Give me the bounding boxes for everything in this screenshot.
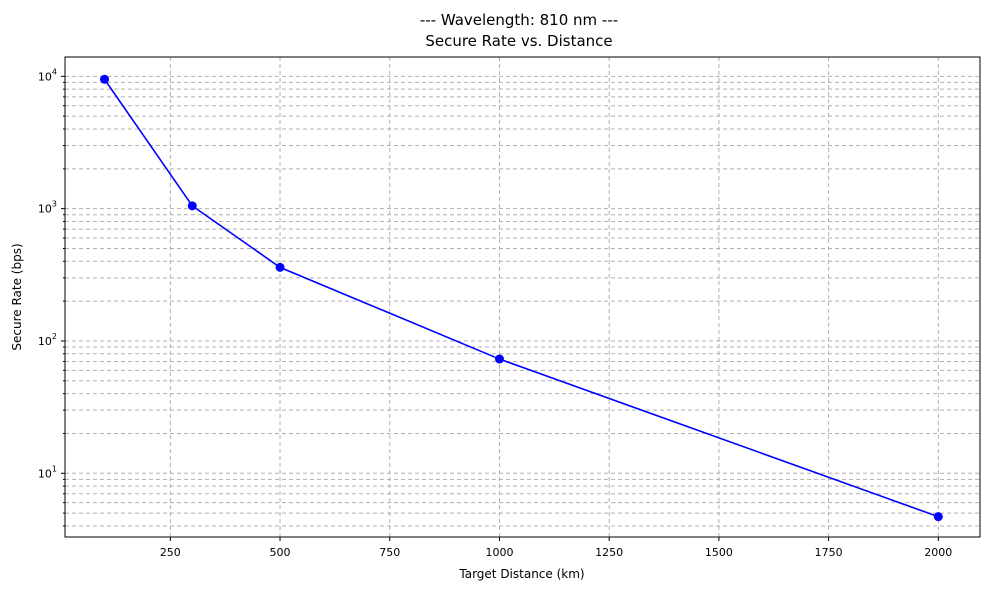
y-tick-label: 102: [38, 332, 57, 348]
data-point: [275, 262, 285, 272]
y-axis-ticks: 101 102 103 104: [38, 67, 65, 527]
grid-lines: [65, 57, 980, 537]
x-tick-label: 750: [379, 546, 400, 559]
x-tick-label: 1500: [705, 546, 733, 559]
y-tick-label: 101: [38, 464, 57, 480]
x-tick-label: 1000: [485, 546, 513, 559]
x-tick-label: 1750: [815, 546, 843, 559]
x-tick-label: 2000: [924, 546, 952, 559]
data-series: [99, 74, 943, 522]
y-tick-label: 104: [38, 67, 57, 83]
y-axis-label: Secure Rate (bps): [10, 243, 24, 350]
plot-frame: [64, 56, 981, 538]
x-tick-label: 500: [270, 546, 291, 559]
x-tick-label: 250: [160, 546, 181, 559]
x-tick-label: 1250: [595, 546, 623, 559]
data-point: [187, 201, 197, 211]
series-line: [103, 78, 939, 518]
x-axis-ticks: 250 500 750 1000 1250 1500 1750 2000: [160, 537, 952, 559]
y-tick-label: 103: [38, 200, 57, 216]
x-axis-label: Target Distance (km): [458, 567, 584, 581]
chart-title-line1: --- Wavelength: 810 nm ---: [420, 11, 618, 29]
chart-title-line2: Secure Rate vs. Distance: [425, 32, 612, 50]
data-point: [933, 512, 943, 522]
data-point: [494, 354, 504, 364]
data-point: [99, 74, 109, 84]
